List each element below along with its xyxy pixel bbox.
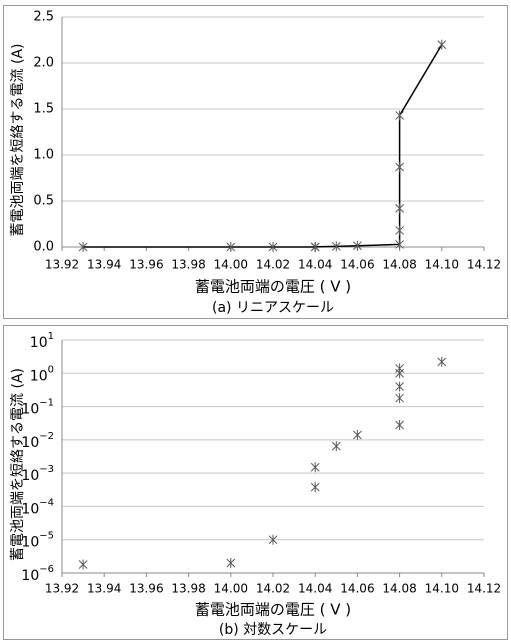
data-point bbox=[395, 239, 404, 250]
x-tick-label: 14.08 bbox=[382, 582, 416, 596]
x-tick-label: 14.12 bbox=[467, 258, 501, 272]
y-tick-exponent: −4 bbox=[39, 497, 54, 508]
x-tick-label: 13.92 bbox=[45, 582, 79, 596]
y-tick-label: 0.0 bbox=[33, 240, 54, 255]
data-point bbox=[268, 241, 278, 252]
data-point bbox=[331, 241, 341, 252]
y-tick-label: 10−1 bbox=[21, 398, 54, 418]
y-axis-label: 蓄電池両端を短絡する電流 (A) bbox=[10, 368, 26, 561]
y-tick-label: 2.0 bbox=[33, 56, 54, 71]
caption: (a) リニアスケール bbox=[212, 300, 334, 316]
y-tick-base: 10 bbox=[21, 468, 39, 484]
x-tick-label: 14.02 bbox=[256, 258, 290, 272]
x-tick-label: 14.10 bbox=[425, 582, 459, 596]
data-point bbox=[226, 242, 236, 252]
x-tick-label: 14.06 bbox=[340, 258, 374, 272]
data-point bbox=[310, 241, 320, 252]
data-point bbox=[78, 242, 88, 252]
y-tick-label: 10−2 bbox=[21, 431, 54, 451]
data-point bbox=[310, 462, 320, 473]
y-tick-base: 10 bbox=[21, 535, 39, 551]
x-tick-label: 13.92 bbox=[45, 258, 79, 272]
y-tick-exponent: −5 bbox=[39, 531, 54, 542]
y-tick-base: 10 bbox=[21, 501, 39, 517]
y-tick-label: 100 bbox=[30, 364, 54, 384]
data-point bbox=[395, 363, 404, 374]
y-axis-label: 蓄電池両端を短絡する電流 (A) bbox=[10, 44, 26, 237]
data-point bbox=[395, 419, 404, 430]
y-tick-base: 10 bbox=[21, 435, 39, 451]
panel-b bbox=[3, 325, 508, 640]
y-tick-label: 10−3 bbox=[21, 464, 54, 484]
data-point bbox=[353, 240, 362, 251]
data-point bbox=[395, 225, 404, 236]
x-tick-label: 14.04 bbox=[298, 258, 332, 272]
y-tick-label: 101 bbox=[30, 331, 54, 351]
data-point bbox=[395, 393, 404, 404]
x-tick-label: 13.96 bbox=[129, 582, 163, 596]
y-tick-exponent: −6 bbox=[39, 564, 54, 575]
data-point bbox=[310, 482, 320, 493]
y-tick-label: 10−5 bbox=[21, 531, 54, 551]
x-tick-label: 14.06 bbox=[340, 582, 374, 596]
x-tick-label: 13.98 bbox=[171, 258, 205, 272]
y-tick-base: 10 bbox=[21, 568, 39, 584]
y-tick-label: 10−4 bbox=[21, 497, 54, 517]
data-point bbox=[226, 557, 236, 568]
data-point bbox=[395, 161, 404, 172]
x-tick-label: 14.08 bbox=[382, 258, 416, 272]
x-tick-label: 14.04 bbox=[298, 582, 332, 596]
y-tick-exponent: −1 bbox=[39, 398, 54, 409]
data-point bbox=[395, 203, 404, 214]
data-point bbox=[437, 356, 447, 367]
panel-a bbox=[3, 5, 508, 319]
y-tick-label: 2.5 bbox=[33, 10, 54, 25]
y-tick-exponent: −2 bbox=[39, 431, 54, 442]
y-tick-base: 10 bbox=[30, 368, 48, 384]
x-tick-label: 14.10 bbox=[425, 258, 459, 272]
x-tick-label: 13.94 bbox=[87, 582, 121, 596]
x-tick-label: 14.00 bbox=[214, 582, 248, 596]
data-point bbox=[395, 381, 404, 392]
caption: (b) 対数スケール bbox=[219, 622, 327, 638]
y-tick-exponent: 0 bbox=[48, 364, 54, 375]
x-axis-label: 蓄電池両端の電圧 ( V ) bbox=[195, 278, 351, 296]
x-tick-label: 14.02 bbox=[256, 582, 290, 596]
y-tick-base: 10 bbox=[30, 335, 48, 351]
data-point bbox=[353, 429, 362, 440]
x-tick-label: 14.00 bbox=[214, 258, 248, 272]
y-tick-exponent: 1 bbox=[48, 331, 54, 342]
x-tick-label: 13.96 bbox=[129, 258, 163, 272]
y-tick-label: 0.5 bbox=[33, 194, 54, 209]
x-tick-label: 13.98 bbox=[171, 582, 205, 596]
x-axis-label: 蓄電池両端の電圧 ( V ) bbox=[195, 601, 351, 619]
data-point bbox=[395, 110, 404, 121]
y-tick-label: 10−6 bbox=[21, 564, 54, 584]
x-tick-label: 14.12 bbox=[467, 582, 501, 596]
y-tick-label: 1.0 bbox=[33, 148, 54, 163]
x-tick-label: 13.94 bbox=[87, 258, 121, 272]
data-point bbox=[437, 39, 447, 50]
y-tick-label: 1.5 bbox=[33, 102, 54, 117]
data-point bbox=[331, 441, 341, 452]
data-point bbox=[268, 534, 278, 545]
y-tick-exponent: −3 bbox=[39, 464, 54, 475]
data-point bbox=[78, 559, 88, 570]
y-tick-base: 10 bbox=[21, 402, 39, 418]
